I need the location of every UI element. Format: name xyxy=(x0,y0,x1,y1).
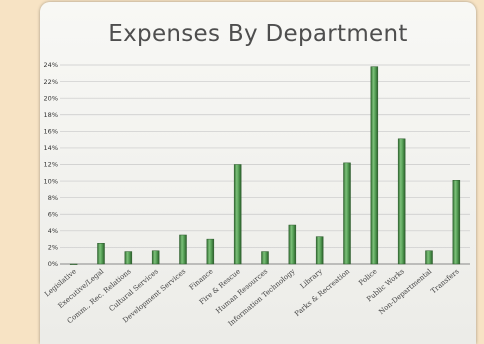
bar xyxy=(124,251,133,265)
y-tick-label: 8% xyxy=(48,194,58,202)
bar xyxy=(370,66,379,265)
bar xyxy=(397,138,406,265)
y-tick-label: 24% xyxy=(44,61,58,69)
y-tick-label: 12% xyxy=(44,161,58,169)
bar-chart: 0%2%4%6%8%10%12%14%16%18%20%22%24% Legis… xyxy=(43,61,470,328)
x-tick-label: Transfers xyxy=(429,267,460,295)
x-tick-label: Non-Departmental xyxy=(377,267,434,316)
y-tick-label: 2% xyxy=(48,244,58,252)
x-tick-label: Finance xyxy=(188,267,215,291)
x-tick-label: Police xyxy=(357,267,378,287)
bar xyxy=(425,250,433,265)
x-tick-label: Library xyxy=(299,267,324,290)
chart-title: Expenses By Department xyxy=(108,21,408,47)
bar xyxy=(179,234,187,265)
y-tick-label: 10% xyxy=(44,177,58,185)
bar xyxy=(206,238,215,265)
bar xyxy=(151,250,160,265)
y-tick-label: 20% xyxy=(44,94,58,102)
y-tick-label: 16% xyxy=(44,128,58,136)
bar xyxy=(288,224,297,265)
chart-card: Expenses By Department 0% 2% 4% 6% 8% 10% 12% 1… xyxy=(40,2,476,344)
bar xyxy=(69,263,78,265)
y-tick-label: 14% xyxy=(44,144,58,152)
y-tick-label: 4% xyxy=(48,227,58,235)
y-tick-label: 22% xyxy=(44,78,58,86)
bar xyxy=(452,180,461,265)
bar xyxy=(315,236,324,265)
x-tick-label: Executive/Legal xyxy=(57,267,106,310)
y-tick-label: 0% xyxy=(48,260,58,268)
x-tick-label: Cultural Services xyxy=(108,267,161,313)
y-tick-label: 18% xyxy=(44,111,58,119)
bar xyxy=(343,162,351,265)
y-tick-label: 6% xyxy=(48,210,58,218)
bar xyxy=(233,164,242,265)
bar xyxy=(261,251,269,265)
bar xyxy=(97,243,105,265)
